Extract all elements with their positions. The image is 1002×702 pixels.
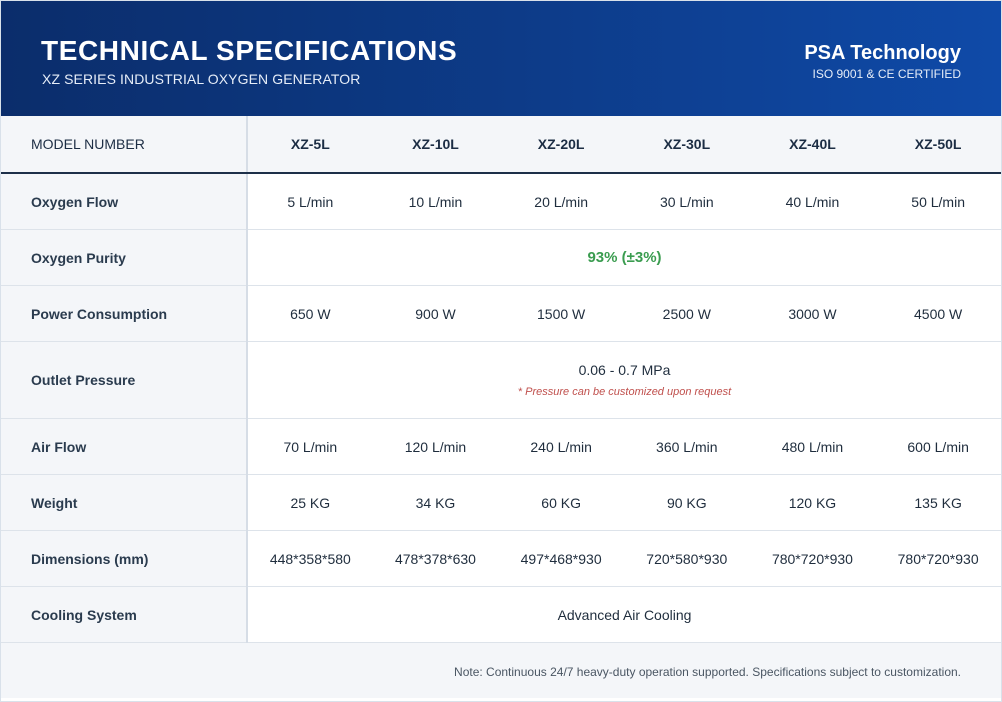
spec-table: MODEL NUMBER XZ-5L XZ-10L XZ-20L XZ-30L … <box>1 116 1001 643</box>
page-subtitle: XZ SERIES INDUSTRIAL OXYGEN GENERATOR <box>42 71 361 87</box>
table-cell: 360 L/min <box>623 418 750 475</box>
row-label: Oxygen Purity <box>1 229 248 286</box>
pressure-cell: 0.06 - 0.7 MPa * Pressure can be customi… <box>247 341 1001 419</box>
row-label: Oxygen Flow <box>1 173 248 230</box>
model-header: XZ-5L <box>247 116 373 174</box>
table-cell: 780*720*930 <box>749 530 876 587</box>
table-cell: 3000 W <box>749 285 876 342</box>
table-cell: 780*720*930 <box>875 530 1001 587</box>
row-label: Dimensions (mm) <box>1 530 248 587</box>
table-row-weight: Weight 25 KG 34 KG 60 KG 90 KG 120 KG 13… <box>1 474 1001 531</box>
table-row-outlet-pressure: Outlet Pressure 0.06 - 0.7 MPa * Pressur… <box>1 341 1001 419</box>
table-cell: 90 KG <box>623 474 750 531</box>
table-cell: 497*468*930 <box>498 530 624 587</box>
table-cell: 120 KG <box>749 474 876 531</box>
table-cell: 34 KG <box>372 474 499 531</box>
table-cell: 720*580*930 <box>623 530 750 587</box>
model-header: XZ-30L <box>623 116 750 174</box>
row-label: Weight <box>1 474 248 531</box>
table-row-power-consumption: Power Consumption 650 W 900 W 1500 W 250… <box>1 285 1001 342</box>
table-cell: 650 W <box>247 285 373 342</box>
table-row-air-flow: Air Flow 70 L/min 120 L/min 240 L/min 36… <box>1 418 1001 475</box>
page-title: TECHNICAL SPECIFICATIONS <box>41 35 458 66</box>
table-cell: 2500 W <box>623 285 750 342</box>
table-cell: 40 L/min <box>749 173 876 230</box>
brand-name: PSA Technology <box>804 42 961 64</box>
model-header: XZ-50L <box>875 116 1001 174</box>
table-cell: 900 W <box>372 285 499 342</box>
model-number-header: MODEL NUMBER <box>1 116 248 174</box>
table-cell: 240 L/min <box>498 418 624 475</box>
table-cell: 480 L/min <box>749 418 876 475</box>
table-cell: 60 KG <box>498 474 624 531</box>
table-cell: 600 L/min <box>875 418 1001 475</box>
table-cell: 135 KG <box>875 474 1001 531</box>
model-header: XZ-10L <box>372 116 499 174</box>
table-cell: 1500 W <box>498 285 624 342</box>
table-cell: 30 L/min <box>623 173 750 230</box>
table-cell: 448*358*580 <box>247 530 373 587</box>
table-cell: 70 L/min <box>247 418 373 475</box>
row-label: Air Flow <box>1 418 248 475</box>
table-row-cooling-system: Cooling System Advanced Air Cooling <box>1 586 1001 643</box>
table-cell: 5 L/min <box>247 173 373 230</box>
table-cell: 50 L/min <box>875 173 1001 230</box>
pressure-value: 0.06 - 0.7 MPa <box>578 362 671 378</box>
header-banner: TECHNICAL SPECIFICATIONS XZ SERIES INDUS… <box>1 1 1001 116</box>
table-row-oxygen-flow: Oxygen Flow 5 L/min 10 L/min 20 L/min 30… <box>1 173 1001 230</box>
footer-note: Note: Continuous 24/7 heavy-duty operati… <box>454 665 961 679</box>
table-cell: 478*378*630 <box>372 530 499 587</box>
table-header-row: MODEL NUMBER XZ-5L XZ-10L XZ-20L XZ-30L … <box>1 116 1001 174</box>
purity-cell: 93% (±3%) <box>247 229 1001 286</box>
model-header: XZ-20L <box>498 116 624 174</box>
table-cell: 20 L/min <box>498 173 624 230</box>
model-header: XZ-40L <box>749 116 876 174</box>
row-label: Cooling System <box>1 586 248 643</box>
footer: Note: Continuous 24/7 heavy-duty operati… <box>1 643 1001 698</box>
purity-value: 93% (±3%) <box>587 249 662 266</box>
table-cell: 25 KG <box>247 474 373 531</box>
row-label: Outlet Pressure <box>1 341 248 419</box>
pressure-note: * Pressure can be customized upon reques… <box>517 386 732 398</box>
row-label: Power Consumption <box>1 285 248 342</box>
cooling-cell: Advanced Air Cooling <box>247 586 1001 643</box>
table-cell: 10 L/min <box>372 173 499 230</box>
table-row-dimensions: Dimensions (mm) 448*358*580 478*378*630 … <box>1 530 1001 587</box>
table-cell: 120 L/min <box>372 418 499 475</box>
table-cell: 4500 W <box>875 285 1001 342</box>
certification-badge: ISO 9001 & CE CERTIFIED <box>812 67 962 81</box>
table-row-oxygen-purity: Oxygen Purity 93% (±3%) <box>1 229 1001 286</box>
